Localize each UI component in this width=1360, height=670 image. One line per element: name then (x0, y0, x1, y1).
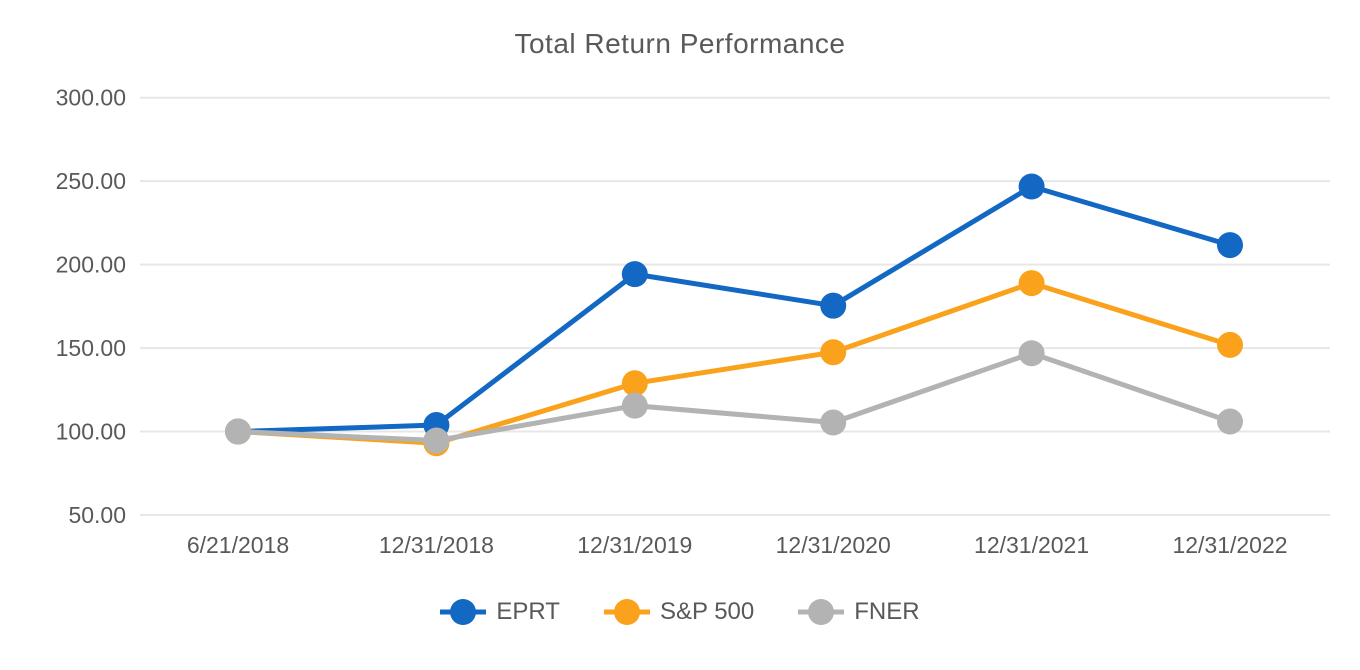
data-point-s-p-500-2 (621, 370, 648, 397)
data-point-fner-4 (1018, 340, 1045, 367)
data-point-eprt-3 (820, 292, 847, 319)
data-point-s-p-500-5 (1217, 331, 1243, 358)
series-line-fner (235, 350, 1233, 444)
x-axis-tick-label: 12/31/2019 (577, 532, 692, 558)
legend: EPRT S&P 500 FNER (0, 592, 1360, 632)
data-point-fner-2 (621, 392, 648, 419)
data-point-eprt-5 (1217, 232, 1243, 259)
data-point-s-p-500-4 (1018, 270, 1045, 297)
y-axis-tick-label: 250.00 (56, 168, 126, 194)
legend-marker-eprt-icon (440, 599, 487, 625)
x-axis-tick-label: 12/31/2020 (776, 532, 891, 558)
series-line-eprt (235, 184, 1233, 435)
data-point-fner-1 (423, 427, 450, 454)
data-point-fner-5 (1217, 408, 1243, 435)
series-line-s-p-500 (235, 280, 1233, 446)
y-axis-tick-label: 300.00 (56, 85, 126, 111)
legend-label-s-p-500: S&P 500 (659, 598, 755, 625)
plot-area: 300.00 250.00 200.00 150.00 100.00 50.00 6/21/… (56, 85, 1330, 558)
x-axis-tick-label: 12/31/2022 (1172, 532, 1287, 558)
y-axis-tick-label: 150.00 (56, 335, 126, 361)
legend-label-eprt: EPRT (496, 598, 560, 625)
data-point-s-p-500-3 (820, 339, 847, 366)
legend-marker-s-p-500-icon (603, 599, 650, 625)
legend-item-s-p-500: S&P 500 (603, 598, 755, 626)
data-point-fner-0 (225, 418, 251, 445)
legend-item-fner: FNER (798, 598, 920, 626)
legend-item-eprt: EPRT (440, 598, 560, 626)
y-axis-tick-label: 200.00 (56, 252, 126, 278)
data-point-eprt-2 (621, 261, 648, 288)
y-axis-tick-label: 100.00 (56, 419, 126, 445)
legend-label-fner: FNER (854, 598, 920, 625)
x-axis-tick-label: 6/21/2018 (187, 532, 289, 558)
y-axis-tick-label: 50.00 (68, 502, 126, 528)
chart-title: Total Return Performance (514, 28, 846, 59)
legend-marker-fner-icon (798, 599, 845, 625)
data-point-fner-3 (820, 409, 847, 436)
data-point-eprt-4 (1018, 173, 1045, 200)
x-axis-tick-label: 12/31/2018 (379, 532, 494, 558)
x-axis-tick-label: 12/31/2021 (974, 532, 1089, 558)
